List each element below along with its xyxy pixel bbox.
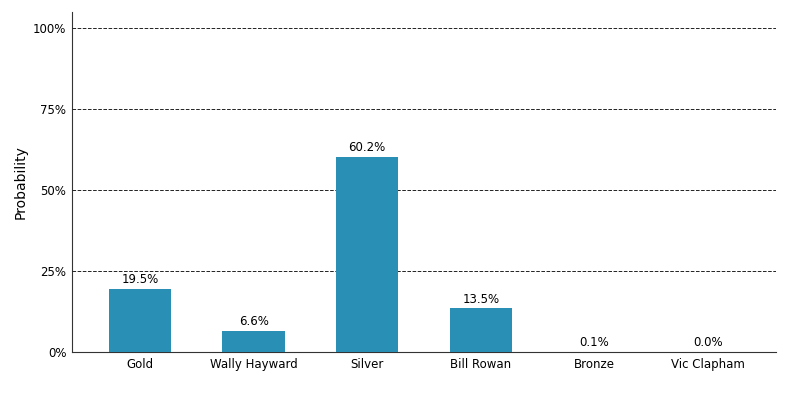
Bar — [336, 157, 398, 352]
Text: 19.5%: 19.5% — [122, 273, 158, 286]
Text: 6.6%: 6.6% — [238, 315, 269, 328]
Y-axis label: Probability: Probability — [14, 145, 27, 219]
Bar — [450, 308, 512, 352]
Text: 0.1%: 0.1% — [579, 336, 609, 349]
Text: 0.0%: 0.0% — [693, 336, 722, 350]
Bar — [222, 331, 285, 352]
Text: 13.5%: 13.5% — [462, 293, 499, 306]
Bar — [109, 289, 171, 352]
Text: 60.2%: 60.2% — [349, 142, 386, 154]
